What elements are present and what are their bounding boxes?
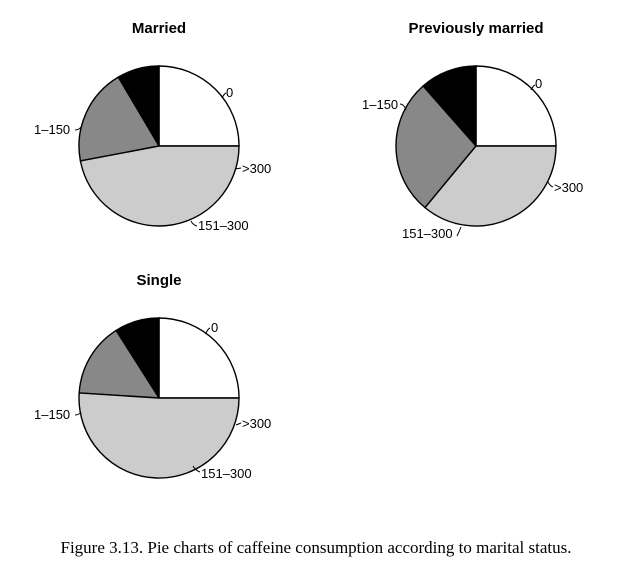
leader-prev-0 <box>530 84 536 91</box>
pie-slice-single-151-300 <box>78 329 161 399</box>
slice-label-prev-1-150: 1–150 <box>362 97 398 112</box>
leader-married-over-300 <box>234 167 242 170</box>
leader-married-1-150 <box>74 126 82 131</box>
slice-label-married-0: 0 <box>226 85 233 100</box>
pie-single: Single 0 >300 151–300 1–150 <box>34 272 271 481</box>
leader-single-1-150 <box>74 411 82 416</box>
pie-title-married: Married <box>132 20 186 37</box>
pie-slice-previously-married-0 <box>475 65 557 147</box>
leader-prev-over-300 <box>547 181 554 188</box>
leader-single-over-300 <box>235 422 242 426</box>
slice-label-single-over-300: >300 <box>242 416 271 431</box>
pie-slice-single-0 <box>158 317 240 399</box>
leader-single-0 <box>205 327 211 334</box>
pie-married: Married 0 >300 151–300 1–150 <box>34 20 271 233</box>
pie-married-slices <box>78 65 240 227</box>
pie-slice-married-0 <box>158 65 240 147</box>
slice-label-married-1-150: 1–150 <box>34 122 70 137</box>
pie-slice-married-151-300 <box>78 76 161 162</box>
slice-label-prev-0: 0 <box>535 76 542 91</box>
pie-slice-married-1-150 <box>79 145 240 227</box>
leader-single-151-300 <box>192 465 201 473</box>
slice-label-single-151-300: 151–300 <box>201 466 252 481</box>
pie-slice-single-1-150 <box>78 392 240 479</box>
slice-label-single-0: 0 <box>211 320 218 335</box>
leader-married-151-300 <box>190 220 198 227</box>
figure-caption: Figure 3.13. Pie charts of caffeine cons… <box>61 538 572 557</box>
slice-label-married-over-300: >300 <box>242 161 271 176</box>
slice-label-prev-over-300: >300 <box>554 180 583 195</box>
pie-previously-married-slices <box>395 65 557 227</box>
leader-married-0 <box>221 92 227 99</box>
pie-slice-previously-married-151-300 <box>395 85 477 209</box>
slice-label-single-1-150: 1–150 <box>34 407 70 422</box>
slice-label-prev-151-300: 151–300 <box>402 226 453 241</box>
pie-previously-married: Previously married 0 >300 151–300 1–150 <box>362 20 583 241</box>
slice-label-married-151-300: 151–300 <box>198 218 249 233</box>
pie-slice-previously-married-1-150 <box>424 145 557 227</box>
pie-title-previously-married: Previously married <box>408 20 543 37</box>
leader-prev-151-300 <box>456 226 462 237</box>
leader-prev-1-150 <box>399 103 407 111</box>
pie-title-single: Single <box>136 272 181 289</box>
pie-single-slices <box>78 317 240 479</box>
